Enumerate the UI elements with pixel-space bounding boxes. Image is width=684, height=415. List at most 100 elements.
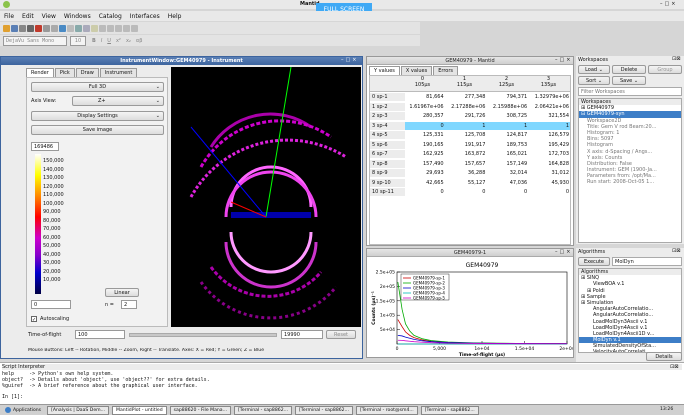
menu-edit[interactable]: Edit: [22, 12, 34, 20]
table-cell[interactable]: 126,579: [548, 132, 570, 138]
table-row[interactable]: 1 sp-2 1.61967e+06 2.17288e+06 2.15988e+06 2…: [370, 102, 570, 111]
table-cell[interactable]: 191,917: [464, 141, 486, 148]
table-cell[interactable]: 124,817: [506, 132, 528, 138]
superscript-icon[interactable]: x²: [115, 37, 121, 44]
font-select[interactable]: DejaVu Sans Mono: [3, 35, 67, 46]
algorithm-tree-item[interactable]: AngularAutoCorrelatio...: [593, 312, 654, 319]
new-note-icon[interactable]: [43, 24, 50, 32]
table-row[interactable]: 10 sp-11 0 0 0 0: [370, 188, 570, 196]
taskbar-item[interactable]: [Analysis | DaaS Dem...: [47, 405, 110, 415]
table-cell[interactable]: 31,012: [551, 170, 570, 176]
table-cell[interactable]: 42,665: [426, 179, 444, 186]
filter-workspaces-input[interactable]: [578, 87, 682, 96]
table-cell[interactable]: 157,490: [422, 160, 444, 167]
algorithm-tree-item[interactable]: ⊞ Sample: [581, 293, 606, 300]
table-cell[interactable]: 162,925: [422, 151, 444, 157]
save-image-button[interactable]: Save image: [31, 125, 164, 135]
load-button[interactable]: Load ⌄: [578, 65, 610, 74]
tof-slider[interactable]: [129, 333, 277, 337]
colorbar-max-input[interactable]: 169486: [31, 142, 59, 151]
grid-icon[interactable]: [131, 24, 138, 32]
axis-view-select[interactable]: Z+ ⌄: [72, 96, 164, 106]
table-cell[interactable]: 157,149: [506, 160, 528, 167]
table-cell[interactable]: 125,331: [422, 132, 444, 138]
taskbar-item[interactable]: [Terminal - sap8862...: [295, 405, 353, 415]
tab-y-values[interactable]: Y values: [369, 66, 400, 75]
table-cell[interactable]: 2.06421e+06: [534, 103, 570, 110]
save-button[interactable]: Save ⌄: [612, 76, 646, 85]
algorithm-tree-item[interactable]: AngularAutoCorrelatio...: [593, 306, 654, 313]
table-cell[interactable]: 0: [482, 189, 486, 195]
table-row[interactable]: 7 sp-8 157,490 157,657 157,149 164,828: [370, 159, 570, 168]
table-cell[interactable]: 164,828: [548, 160, 570, 167]
autoscale-checkbox[interactable]: ✓: [31, 316, 37, 323]
subscript-icon[interactable]: x₂: [125, 37, 131, 44]
column-header[interactable]: 0 105µs: [414, 76, 431, 88]
table-row[interactable]: 0 sp-1 81,664 277,348 794,371 1.32979e+06: [370, 93, 570, 101]
display-settings-button[interactable]: Display Settings ⌄: [31, 111, 164, 121]
table-cell[interactable]: 0: [440, 122, 444, 129]
menu-catalog[interactable]: Catalog: [98, 12, 122, 20]
table-cell[interactable]: 81,664: [426, 94, 444, 100]
plot-chart[interactable]: GEM40979 5e+04 1e+05 1.5e+05 2e+05 2.5e+05 0 5,…: [367, 258, 573, 358]
delete-button[interactable]: Delete: [612, 65, 646, 74]
copy-icon[interactable]: [51, 24, 58, 32]
table-row[interactable]: 8 sp-9 29,693 36,288 32,014 31,012: [370, 169, 570, 177]
table-cell[interactable]: 291,726: [464, 113, 486, 119]
sort-button[interactable]: Sort ⌄: [578, 76, 610, 85]
workspace-item[interactable]: ⊟ GEM40979-syn: [579, 111, 681, 118]
algorithm-tree-item[interactable]: LoadMolDyn4Ascii1D v...: [593, 330, 655, 337]
tab-errors[interactable]: Errors: [433, 66, 458, 75]
line-tool-icon[interactable]: [115, 24, 122, 32]
colorbar-min-input[interactable]: 0: [31, 300, 71, 309]
taskbar-item[interactable]: sap88620 - File Mana...: [169, 405, 232, 415]
plot-window-controls[interactable]: –□×: [555, 249, 573, 255]
algorithm-tree-item[interactable]: ⊞ Simulation: [581, 299, 614, 306]
table-cell[interactable]: 0: [440, 189, 444, 195]
taskbar-applications[interactable]: Applications: [2, 406, 44, 415]
algorithm-tree-item[interactable]: LoadMolDyn3Ascii v.1: [593, 318, 648, 325]
table-cell[interactable]: 0: [565, 189, 570, 195]
menu-interfaces[interactable]: Interfaces: [129, 12, 160, 20]
n-spinbox[interactable]: 2: [121, 300, 137, 309]
render-mode-select[interactable]: Full 3D ⌄: [31, 82, 164, 92]
instrument-3d-view[interactable]: [171, 67, 361, 327]
menu-windows[interactable]: Windows: [63, 12, 91, 20]
table-cell[interactable]: 308,725: [506, 113, 528, 119]
table-cell[interactable]: 165,021: [506, 151, 528, 157]
algorithm-tree-item[interactable]: SimulatedDensityOfSta...: [593, 343, 656, 350]
tab-x-values[interactable]: X values: [400, 66, 433, 75]
table-row[interactable]: 5 sp-6 190,165 191,917 189,753 195,429: [370, 140, 570, 149]
tab-instrument[interactable]: Instrument: [99, 68, 138, 77]
instrument-window-controls[interactable]: –□×: [341, 57, 359, 63]
table-cell[interactable]: 172,703: [548, 151, 570, 157]
table-cell[interactable]: 157,657: [464, 160, 486, 167]
execute-button[interactable]: Execute: [578, 257, 610, 266]
italic-icon[interactable]: I: [100, 37, 103, 44]
table-cell[interactable]: 55,127: [467, 179, 486, 186]
data-reader-icon[interactable]: [83, 24, 90, 32]
table-cell[interactable]: 47,036: [509, 179, 528, 186]
taskbar-item[interactable]: MantidPlot - untitled: [112, 405, 167, 415]
table-cell[interactable]: 321,554: [548, 113, 570, 119]
table-row[interactable]: 2 sp-3 280,357 291,726 308,725 321,554: [370, 112, 570, 120]
table-row[interactable]: 6 sp-7 162,925 163,872 165,021 172,703: [370, 150, 570, 158]
tab-pick[interactable]: Pick: [54, 68, 75, 77]
table-cell[interactable]: 195,429: [548, 141, 570, 148]
algorithm-tree-item[interactable]: MolDyn v.1: [579, 337, 681, 344]
algorithm-tree-item[interactable]: LoadMolDyn4Ascii v.1: [593, 324, 648, 331]
table-cell[interactable]: 0: [524, 189, 528, 195]
new-matrix-icon[interactable]: [27, 24, 34, 32]
panel-float-icon[interactable]: ⊡⊠: [672, 56, 681, 62]
taskbar-item[interactable]: [Terminal - sap8862...: [420, 405, 479, 415]
table-window-controls[interactable]: –□×: [555, 57, 573, 63]
table-cell[interactable]: 190,165: [422, 141, 444, 148]
algorithm-search[interactable]: MolDyn: [612, 257, 682, 266]
menu-view[interactable]: View: [41, 12, 56, 20]
table-cell[interactable]: 1.61967e+06: [409, 103, 444, 110]
table-cell[interactable]: 32,014: [509, 170, 528, 176]
open-project-icon[interactable]: [3, 24, 10, 32]
table-cell[interactable]: 1: [565, 122, 570, 129]
arrow-tool-icon[interactable]: [107, 24, 114, 32]
underline-icon[interactable]: U: [107, 37, 111, 44]
